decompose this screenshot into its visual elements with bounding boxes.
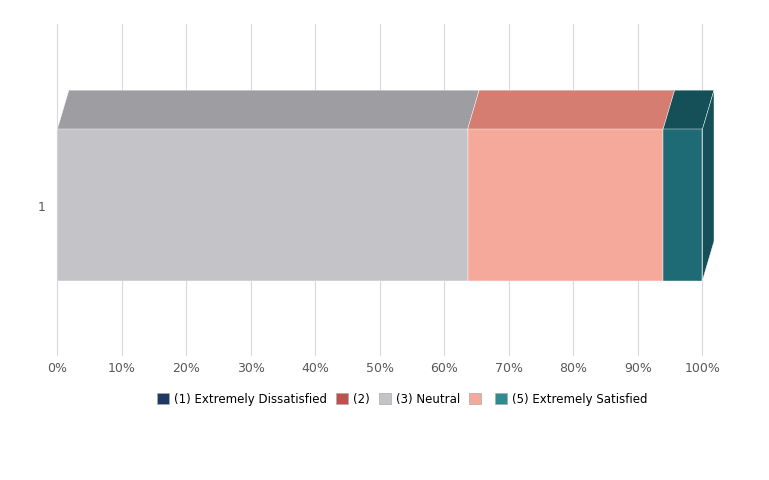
Polygon shape bbox=[57, 91, 479, 130]
Bar bbox=[663, 130, 702, 281]
Legend: (1) Extremely Dissatisfied, (2), (3) Neutral, , (5) Extremely Satisfied: (1) Extremely Dissatisfied, (2), (3) Neu… bbox=[153, 388, 652, 410]
Polygon shape bbox=[702, 91, 714, 281]
Bar bbox=[57, 130, 468, 281]
Polygon shape bbox=[468, 91, 674, 130]
Polygon shape bbox=[663, 91, 714, 130]
Bar bbox=[468, 130, 663, 281]
